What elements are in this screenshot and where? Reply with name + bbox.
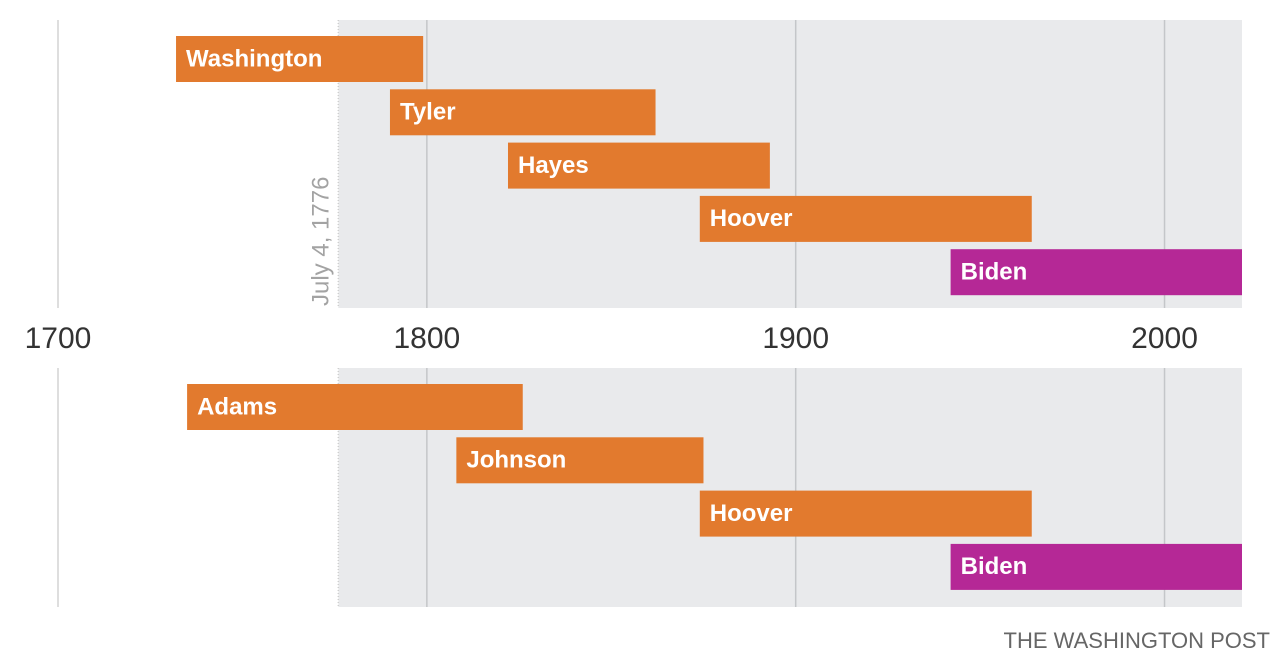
bar-label: Johnson <box>466 447 566 474</box>
x-tick-label: 1700 <box>25 322 92 355</box>
bar <box>187 384 523 430</box>
bar <box>507 142 770 189</box>
bar-label: Tyler <box>400 99 456 126</box>
bar-label: Washington <box>186 45 322 72</box>
source: THE WASHINGTON POST <box>1004 628 1270 653</box>
x-tick-label: 1800 <box>393 322 460 355</box>
bar <box>699 195 1032 242</box>
bar-label: Adams <box>197 393 277 420</box>
bar <box>950 249 1242 296</box>
bar <box>456 437 704 484</box>
bar-label: Biden <box>961 259 1028 286</box>
bar <box>950 543 1242 590</box>
bar <box>176 36 424 82</box>
bar-label: Hoover <box>710 500 793 527</box>
bar-label: Hoover <box>710 205 793 232</box>
bar <box>699 490 1032 537</box>
annotation: July 4, 1776 <box>308 177 335 306</box>
bar-label: Biden <box>961 553 1028 580</box>
bar <box>389 89 656 136</box>
x-tick-label: 2000 <box>1131 322 1198 355</box>
x-tick-label: 1900 <box>762 322 829 355</box>
bar-label: Hayes <box>518 152 589 179</box>
